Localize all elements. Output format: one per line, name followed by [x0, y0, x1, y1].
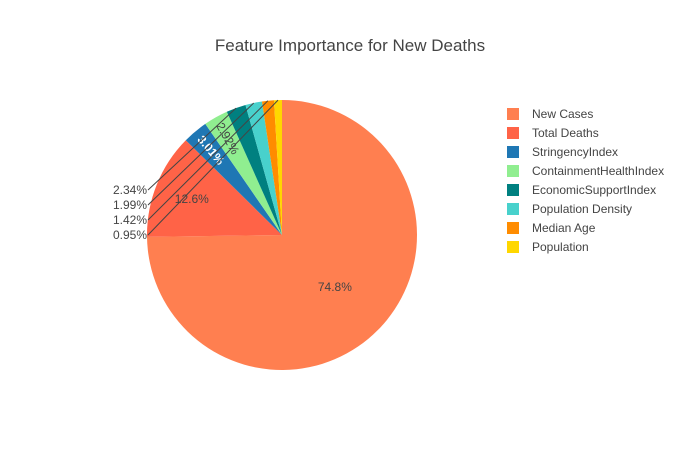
- pie: [146, 100, 417, 370]
- legend-label: ContainmentHealthIndex: [532, 164, 664, 178]
- legend-item-population-density[interactable]: Population Density: [507, 202, 632, 216]
- legend-item-new-cases[interactable]: New Cases: [507, 107, 593, 121]
- slice-label-new-cases: 74.8%: [318, 280, 352, 294]
- pie-slice-new-cases[interactable]: [147, 100, 417, 370]
- chart-title: Feature Importance for New Deaths: [215, 36, 485, 55]
- leader-line-economicsupportindex: [147, 107, 237, 191]
- slice-label-population: 0.95%: [113, 228, 147, 242]
- legend-swatch: [507, 165, 519, 177]
- leader-line-median-age: [147, 100, 269, 221]
- pie-slice-economicsupportindex[interactable]: [226, 105, 282, 235]
- slice-label-economicsupportindex: 2.34%: [113, 183, 147, 197]
- legend-swatch: [507, 203, 519, 215]
- legend-item-stringencyindex[interactable]: StringencyIndex: [507, 145, 618, 159]
- legend-label: StringencyIndex: [532, 145, 618, 159]
- pie-slice-containmenthealthindex[interactable]: [205, 111, 282, 235]
- legend-swatch: [507, 146, 519, 158]
- legend-item-economicsupportindex[interactable]: EconomicSupportIndex: [507, 183, 656, 197]
- legend-swatch: [507, 108, 519, 120]
- legend-swatch: [507, 184, 519, 196]
- slice-label-total-deaths: 12.6%: [175, 192, 209, 206]
- pie-slice-population-density[interactable]: [245, 101, 282, 236]
- pie-slice-total-deaths[interactable]: [146, 140, 282, 237]
- legend[interactable]: New Cases Total Deaths StringencyIndex Cont…: [507, 107, 664, 254]
- legend-label: Population Density: [532, 202, 632, 216]
- legend-item-containmenthealthindex[interactable]: ContainmentHealthIndex: [507, 164, 664, 178]
- legend-swatch: [507, 127, 519, 139]
- legend-swatch: [507, 241, 519, 253]
- legend-label: New Cases: [532, 107, 593, 121]
- pie-slice-stringencyindex[interactable]: [185, 123, 282, 235]
- legend-label: EconomicSupportIndex: [532, 183, 656, 197]
- legend-label: Total Deaths: [532, 126, 599, 140]
- leader-line-population-density: [147, 102, 255, 206]
- legend-item-total-deaths[interactable]: Total Deaths: [507, 126, 599, 140]
- legend-label: Median Age: [532, 221, 596, 235]
- pie-slice-median-age[interactable]: [261, 100, 282, 236]
- slice-label-median-age: 1.42%: [113, 213, 147, 227]
- legend-label: Population: [532, 240, 589, 254]
- legend-swatch: [507, 222, 519, 234]
- leader-line-population: [147, 99, 279, 236]
- slice-label-population-density: 1.99%: [113, 198, 147, 212]
- legend-item-median-age[interactable]: Median Age: [507, 221, 596, 235]
- pie-slice-population[interactable]: [273, 100, 282, 235]
- legend-item-population[interactable]: Population: [507, 240, 589, 254]
